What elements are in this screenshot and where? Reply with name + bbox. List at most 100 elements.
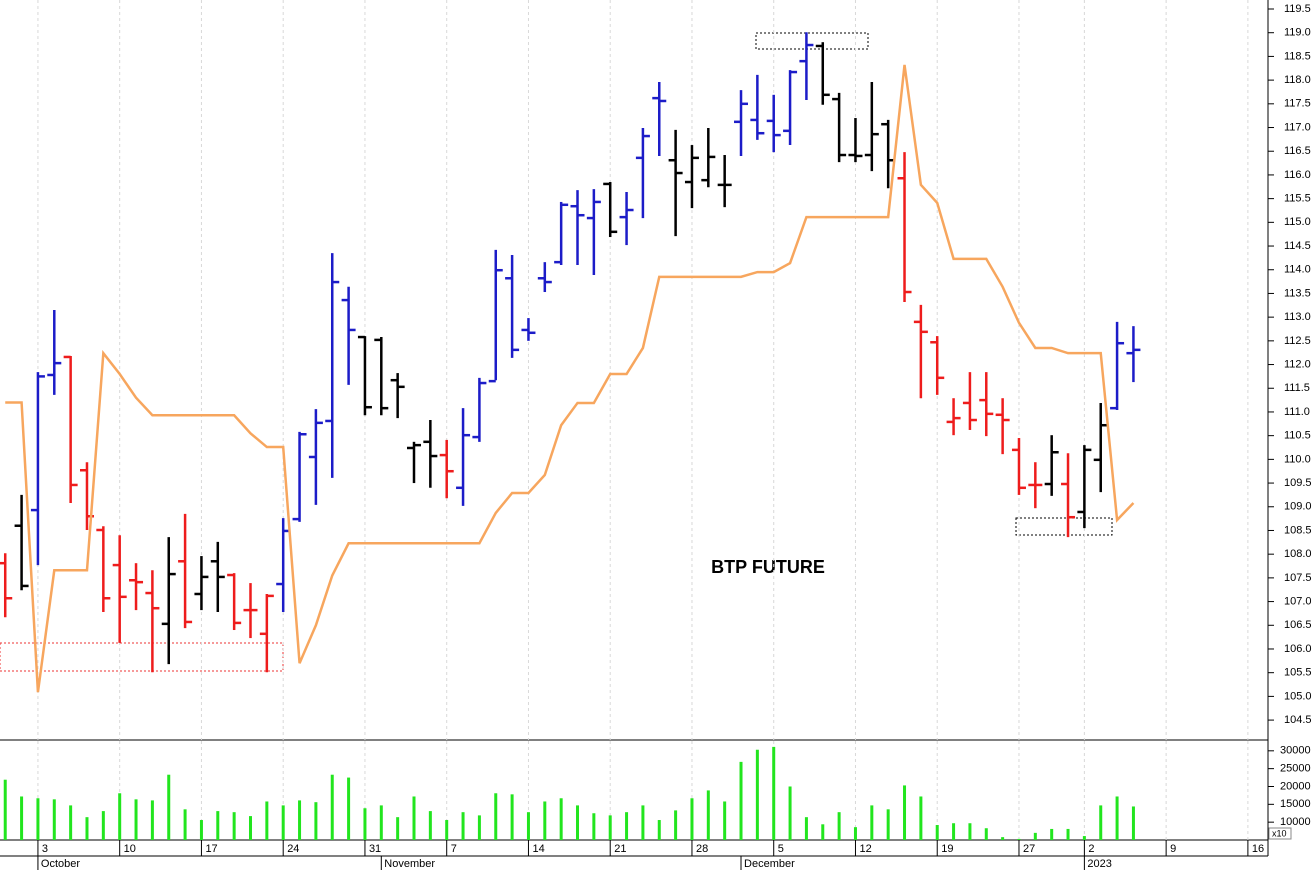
x-tick-label: 10 [124,843,136,855]
y-tick-label: 25000 [1280,763,1311,775]
volume-bar [755,749,759,840]
volume-bar [494,793,498,840]
y-tick-label: 108.0 [1284,548,1312,560]
x-tick-label: 21 [614,843,626,855]
x-tick-label: 28 [696,843,708,855]
y-tick-label: 105.0 [1284,690,1312,702]
x-tick-label: 24 [287,843,299,855]
volume-bar [1099,805,1103,840]
volume-bar [281,805,285,840]
volume-bar [1001,837,1005,840]
volume-bar [641,805,645,840]
x-tick-label: 9 [1170,843,1176,855]
y-tick-label: 112.0 [1284,358,1311,370]
volume-bar [870,805,874,840]
volume-bar [183,809,187,840]
x-tick-label: 17 [205,843,217,855]
volume-bar [543,801,547,840]
y-tick-label: 111.5 [1284,382,1310,394]
note-box [1268,827,1292,840]
indicator-line [5,64,1135,693]
y-tick-label: 112.5 [1284,335,1311,347]
volume-bar [134,799,138,840]
y-tick-label: 119.5 [1284,3,1311,15]
volume-bar [723,801,727,840]
volume-bar [1131,806,1135,840]
y-tick-label: 119.0 [1284,27,1311,39]
y-tick-label: 117.5 [1284,98,1311,110]
volume-bar [706,790,710,840]
x-tick-label: 5 [778,843,784,855]
volume-bar [788,786,792,840]
y-tick-label: 10000 [1280,816,1311,828]
y-tick-label: 113.0 [1284,311,1311,323]
volume-bar [935,825,939,840]
volume-bar [559,798,563,840]
volume-bar [167,774,171,840]
volume-bar [118,793,122,840]
volume-bar [739,761,743,840]
y-tick-label: 108.5 [1284,524,1312,536]
volume-bar [952,823,956,840]
volume-bar [837,812,841,840]
volume-bar [592,813,596,840]
y-tick-label: 20000 [1280,780,1311,792]
y-tick-label: 118.0 [1284,74,1311,86]
y-tick-label: 106.0 [1284,643,1312,655]
volume-bar [330,774,334,840]
volume-bar [101,811,105,840]
volume-bar [69,805,73,840]
volume-bar [461,812,465,840]
volume-bar [919,796,923,840]
volume-note: x10 [1272,828,1287,838]
y-tick-label: 117.0 [1284,121,1311,133]
volume-bar [1082,836,1086,840]
y-tick-label: 114.0 [1284,264,1311,276]
x-tick-label: 19 [941,843,953,855]
volume-bar [821,824,825,840]
volume-bar [347,777,351,840]
month-label: October [41,858,80,870]
y-tick-label: 105.5 [1284,667,1312,679]
volume-bar [1017,838,1021,840]
range-box [1015,517,1113,536]
volume-bar [903,785,907,840]
volume-bar [657,820,661,840]
volume-bar [576,805,580,840]
month-label: December [744,858,795,870]
volume-bar [52,799,56,840]
chart-title: BTP FUTURE [711,557,825,577]
volume-bar [412,796,416,840]
x-tick-label: 12 [859,843,871,855]
volume-bar [804,817,808,840]
volume-bar [1066,828,1070,840]
y-tick-label: 111.0 [1284,406,1310,418]
y-tick-label: 116.0 [1284,169,1311,181]
volume-bar [232,812,236,840]
volume-bar [1033,832,1037,840]
volume-bar [379,805,383,840]
volume-bar [20,796,24,840]
x-tick-label: 16 [1252,843,1264,855]
x-tick-label: 2 [1088,843,1094,855]
x-tick-label: 3 [42,843,48,855]
volume-bar [526,812,530,840]
volume-bar [625,812,629,840]
volume-bar [853,827,857,840]
month-label: 2023 [1087,858,1111,870]
volume-bar [445,820,449,840]
volume-bar [428,811,432,840]
volume-bar [886,809,890,840]
volume-bar [1050,828,1054,840]
y-tick-label: 115.0 [1284,216,1311,228]
y-tick-label: 30000 [1280,745,1311,757]
y-tick-label: 114.5 [1284,240,1311,252]
volume-bar [1115,796,1119,840]
range-box [755,32,869,50]
y-tick-label: 107.0 [1284,595,1312,607]
y-tick-label: 107.5 [1284,572,1312,584]
volume-bar [36,798,40,840]
volume-bar [968,823,972,840]
x-tick-label: 14 [532,843,544,855]
